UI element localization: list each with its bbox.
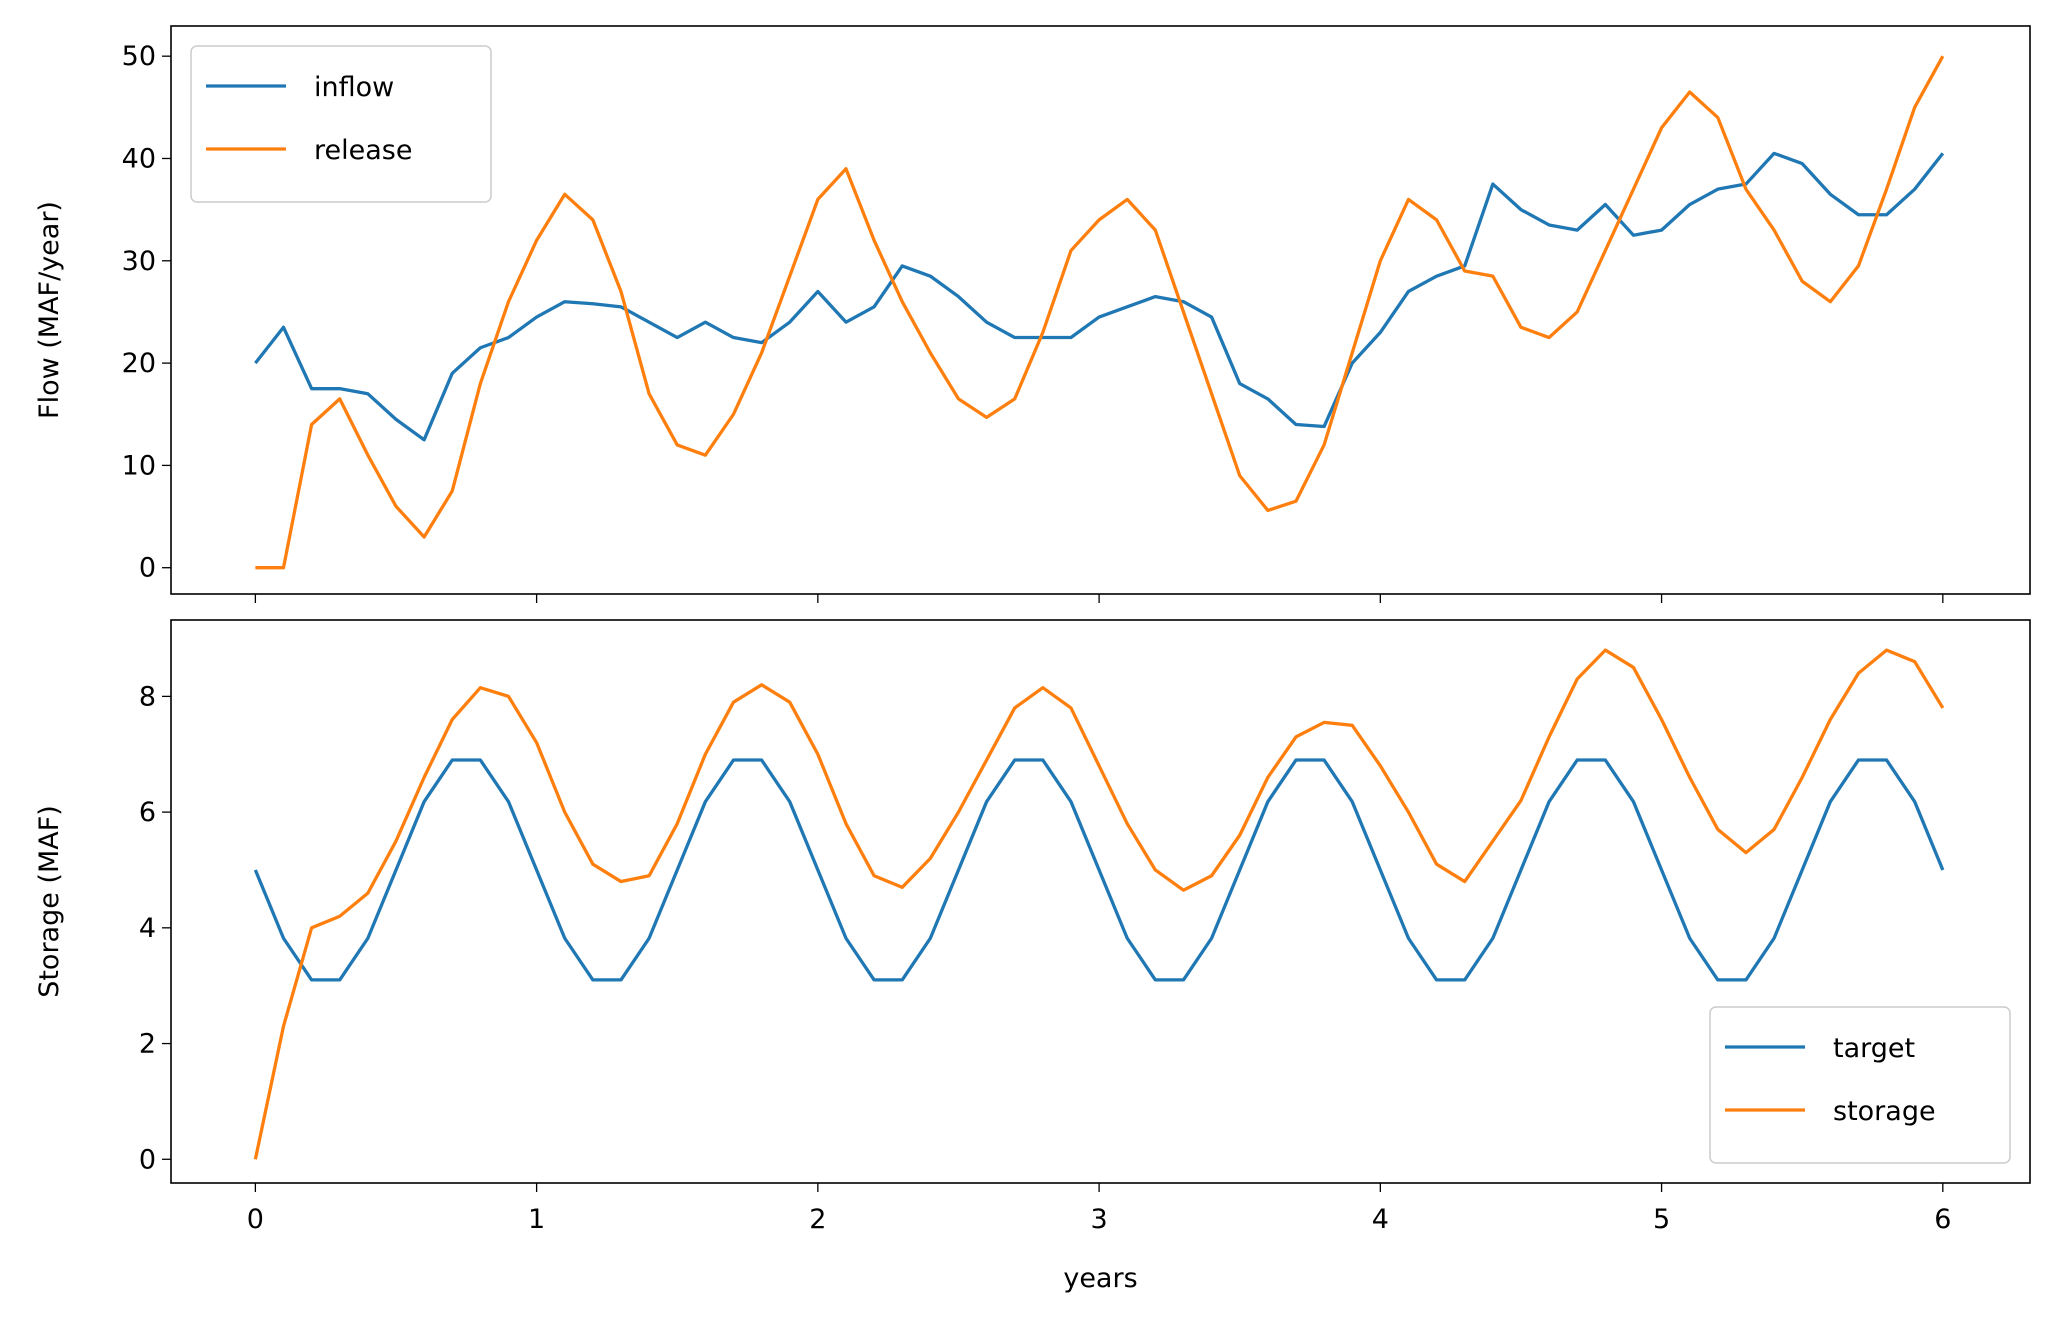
x-tick-label: 0 [247, 1204, 264, 1235]
y-tick-label: 0 [139, 553, 156, 584]
y-tick-label: 40 [122, 143, 156, 174]
x-tick-label: 4 [1372, 1204, 1389, 1235]
x-axis-label: years [1063, 1263, 1137, 1294]
series-line [254, 151, 1945, 442]
legend: target storage [1709, 1006, 2011, 1164]
x-tick-label: 6 [1934, 1204, 1951, 1235]
legend-label: release [314, 135, 412, 166]
y-tick-label: 6 [139, 797, 156, 828]
series-line [255, 55, 1945, 570]
y-tick-label: 20 [122, 348, 156, 379]
legend-box [190, 45, 492, 203]
y-tick-label: 2 [139, 1029, 156, 1060]
legend-label: inflow [314, 72, 394, 103]
axes-frame [170, 25, 2031, 595]
plot-area [253, 648, 1945, 1160]
y-tick-label: 0 [139, 1144, 156, 1175]
x-tick-label: 5 [1653, 1204, 1670, 1235]
y-tick-label: 8 [139, 681, 156, 712]
legend-label: storage [1833, 1096, 1936, 1127]
y-axis-label: Flow (MAF/year) [34, 201, 65, 419]
legend: inflow release [190, 45, 492, 203]
y-tick-label: 50 [122, 41, 156, 72]
x-tick-label: 1 [528, 1204, 545, 1235]
x-tick-label: 2 [809, 1204, 826, 1235]
legend-box [1709, 1006, 2011, 1164]
series-line [253, 648, 1945, 1160]
x-tick-label: 3 [1091, 1204, 1108, 1235]
legend-label: target [1833, 1033, 1915, 1064]
plot-area [254, 55, 1945, 570]
y-tick-label: 10 [122, 450, 156, 481]
y-tick-label: 30 [122, 246, 156, 277]
axes-frame [170, 619, 2031, 1184]
y-axis-label: Storage (MAF) [34, 805, 65, 998]
series-line [253, 758, 1945, 982]
y-tick-label: 4 [139, 913, 156, 944]
